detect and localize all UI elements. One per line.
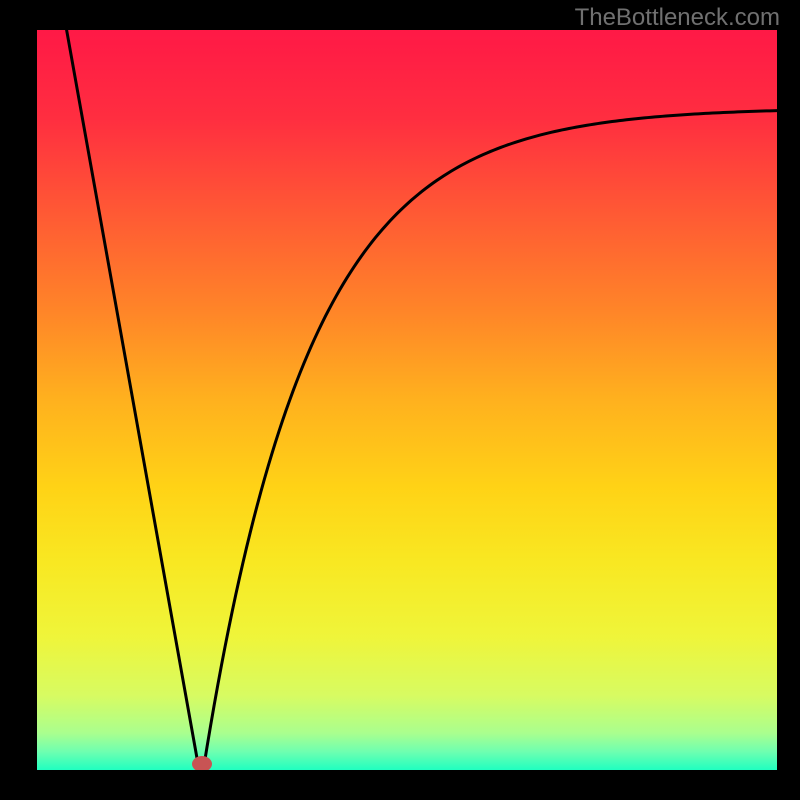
curve-svg [37, 30, 777, 770]
watermark-text: TheBottleneck.com [575, 4, 780, 32]
bottleneck-curve [67, 30, 777, 769]
chart-container: TheBottleneck.com [0, 0, 800, 800]
marker-dot [192, 756, 212, 770]
plot-area [37, 30, 777, 770]
